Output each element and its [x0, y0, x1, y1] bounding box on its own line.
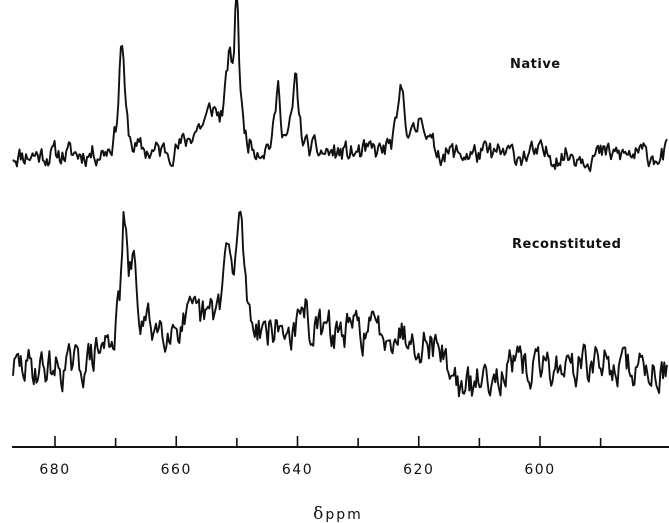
spectra-layer [12, 0, 668, 398]
spectrum-trace-native [12, 0, 668, 173]
x-tick-label: 640 [282, 462, 313, 478]
x-tick-label: 620 [403, 462, 434, 478]
x-axis-unit: ppm [325, 507, 362, 523]
x-tick-label: 680 [39, 462, 70, 478]
x-axis-title: δ ppm [313, 504, 363, 523]
delta-symbol: δ [313, 504, 323, 523]
series-label-native: Native [510, 57, 561, 72]
series-label-reconstituted: Reconstituted [512, 237, 621, 252]
spectrum-trace-reconstituted [12, 210, 668, 398]
x-axis: 680 660 640 620 600 [12, 436, 669, 478]
x-tick-label: 600 [524, 462, 555, 478]
x-tick-label: 660 [161, 462, 192, 478]
